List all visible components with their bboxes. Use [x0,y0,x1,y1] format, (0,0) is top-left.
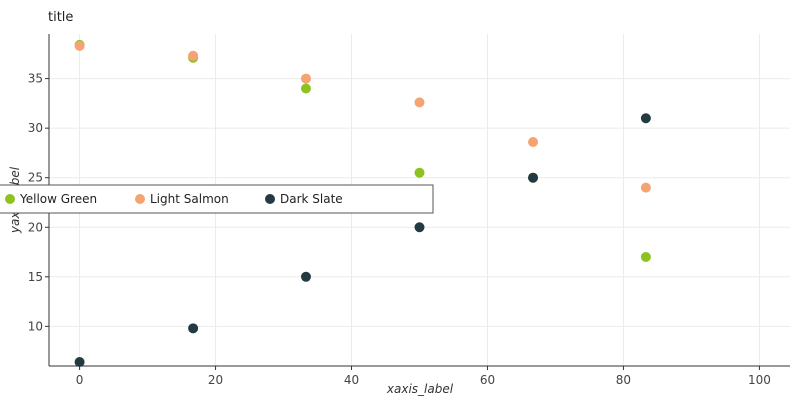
legend-label-dark-slate: Dark Slate [280,192,343,206]
yellow-green-point [640,251,651,262]
x-tick-label: 20 [208,373,223,387]
dark-slate-point [300,271,311,282]
dark-slate-point [528,172,539,183]
light-salmon-point [300,73,311,84]
x-tick-label: 40 [344,373,359,387]
legend-marker-dark-slate [265,194,275,204]
yellow-green-point [414,167,425,178]
dark-slate-point [74,357,85,368]
legend-marker-yellow-green [5,194,15,204]
legend-label-yellow-green: Yellow Green [19,192,97,206]
y-tick-label: 10 [28,319,43,333]
yellow-green-point [300,83,311,94]
dark-slate-point [188,323,199,334]
light-salmon-point [528,137,539,148]
legend-marker-light-salmon [135,194,145,204]
light-salmon-point [188,50,199,61]
legend-box [0,184,434,214]
x-tick-label: 60 [480,373,495,387]
x-tick-label: 0 [76,373,84,387]
ticks: 0 20 40 60 80 100 10 15 20 25 30 35 [28,72,771,387]
y-tick-label: 35 [28,72,43,86]
y-tick-label: 20 [28,220,43,234]
y-tick-label: 25 [28,171,43,185]
y-tick-label: 30 [28,121,43,135]
legend: Yellow Green Light Salmon Dark Slate [0,184,434,214]
dark-slate-point [640,113,651,124]
chart-title: title [48,10,73,25]
y-tick-label: 15 [28,270,43,284]
light-salmon-point [640,182,651,193]
x-axis-label: xaxis_label [386,382,454,396]
x-tick-label: 100 [748,373,771,387]
legend-label-light-salmon: Light Salmon [150,192,229,206]
light-salmon-point [414,97,425,108]
dark-slate-point [414,222,425,233]
data-points [74,39,651,368]
light-salmon-point [74,40,85,51]
x-tick-label: 80 [616,373,631,387]
